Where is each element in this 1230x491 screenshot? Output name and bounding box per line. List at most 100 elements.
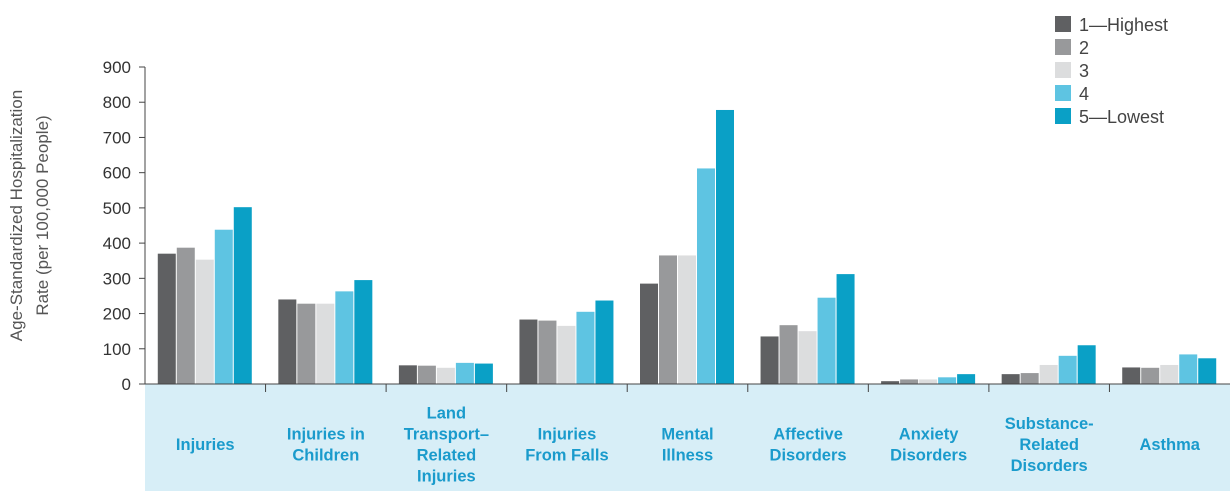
y-axis-title-line: Rate (per 100,000 People) — [33, 115, 52, 315]
category-label: Land Transport– Related Injuries — [404, 405, 489, 486]
bar — [538, 320, 557, 384]
bar — [640, 283, 658, 384]
category-label-line: Related — [417, 447, 477, 465]
bar — [938, 377, 957, 384]
bar — [659, 255, 677, 384]
legend-swatch — [1055, 16, 1071, 32]
category-labels: Injuries Injuries in Children Land Transport… — [176, 384, 1201, 486]
bar — [798, 331, 817, 384]
y-tick-label: 900 — [103, 58, 131, 77]
category-label-line: Anxiety — [899, 426, 959, 444]
category-label-line: Disorders — [770, 447, 847, 465]
y-tick-label: 500 — [103, 199, 131, 218]
category-label-line: Mental — [661, 426, 713, 444]
category-label: Substance- Related Disorders — [1005, 415, 1094, 475]
legend: 1—Highest 2 3 4 5—Lowest — [1055, 15, 1168, 127]
bar — [157, 253, 176, 384]
bar — [957, 374, 976, 384]
y-tick-label: 200 — [103, 305, 131, 324]
bar — [595, 300, 614, 384]
bar — [697, 168, 715, 384]
bar — [233, 207, 252, 384]
bar — [881, 381, 900, 384]
bar — [716, 109, 734, 385]
y-tick-label: 800 — [103, 93, 131, 112]
bar — [1020, 373, 1039, 384]
y-tick-label: 700 — [103, 128, 131, 147]
category-label-line: Land — [427, 405, 466, 423]
category-label: Mental Illness — [661, 426, 713, 465]
bar — [398, 365, 417, 384]
y-axis-title: Age-Standardized Hospitalization Rate (pe… — [7, 90, 52, 341]
bar — [760, 336, 779, 384]
category-label: Asthma — [1139, 436, 1200, 454]
category-label-line: Substance- — [1005, 415, 1094, 433]
category-label-line: Affective — [773, 426, 843, 444]
category-label-line: Illness — [662, 447, 713, 465]
bar — [354, 280, 373, 384]
bar — [1039, 364, 1058, 384]
y-axis-ticks: 0 100 200 300 400 500 600 700 800 900 — [103, 58, 145, 394]
bar — [195, 259, 214, 384]
bar — [1179, 354, 1198, 384]
bar — [1141, 367, 1160, 384]
y-tick-label: 400 — [103, 234, 131, 253]
bar — [1122, 367, 1141, 384]
bar — [278, 299, 297, 384]
bar — [1077, 345, 1096, 384]
category-label-band — [145, 384, 1230, 491]
legend-swatch — [1055, 85, 1071, 101]
bar — [316, 303, 335, 384]
y-tick-label: 600 — [103, 164, 131, 183]
category-label-line: Injuries — [417, 468, 476, 486]
bar — [557, 325, 576, 384]
y-axis-title-line: Age-Standardized Hospitalization — [7, 90, 26, 341]
category-label: Injuries — [176, 436, 235, 454]
bar — [900, 379, 919, 384]
category-label-line: From Falls — [525, 447, 608, 465]
bar — [1198, 358, 1217, 384]
bar — [474, 363, 493, 384]
bar — [678, 255, 696, 384]
category-label: Affective Disorders — [770, 426, 847, 465]
category-label: Injuries in Children — [287, 426, 365, 465]
legend-swatch — [1055, 62, 1071, 78]
bar — [576, 311, 595, 384]
legend-label: 5—Lowest — [1079, 107, 1164, 127]
category-label-line: Related — [1019, 436, 1079, 454]
bar — [817, 297, 836, 384]
legend-label: 3 — [1079, 61, 1089, 81]
category-label-line: Injuries — [176, 436, 235, 454]
bar — [335, 291, 354, 384]
bar — [176, 247, 195, 384]
category-label-line: Disorders — [1011, 457, 1088, 475]
bar — [919, 379, 938, 384]
bar — [455, 362, 474, 384]
bar — [436, 367, 455, 384]
bar — [417, 365, 436, 384]
bar — [519, 319, 538, 384]
bar — [297, 303, 316, 384]
legend-swatch — [1055, 108, 1071, 124]
category-label-line: Disorders — [890, 447, 967, 465]
category-label: Injuries From Falls — [525, 426, 608, 465]
category-label-line: Injuries in — [287, 426, 365, 444]
bar — [1058, 355, 1077, 384]
legend-swatch — [1055, 39, 1071, 55]
y-tick-label: 100 — [103, 340, 131, 359]
bar — [214, 229, 233, 384]
category-label: Anxiety Disorders — [890, 426, 967, 465]
y-tick-label: 300 — [103, 269, 131, 288]
legend-label: 2 — [1079, 38, 1089, 58]
legend-label: 1—Highest — [1079, 15, 1168, 35]
category-label-line: Children — [292, 447, 359, 465]
legend-label: 4 — [1079, 84, 1089, 104]
bar — [836, 274, 855, 384]
bars — [157, 109, 1217, 385]
bar — [1001, 374, 1020, 384]
y-tick-label: 0 — [122, 375, 131, 394]
bar — [779, 325, 798, 384]
bar — [1160, 364, 1179, 384]
category-label-line: Injuries — [538, 426, 597, 444]
